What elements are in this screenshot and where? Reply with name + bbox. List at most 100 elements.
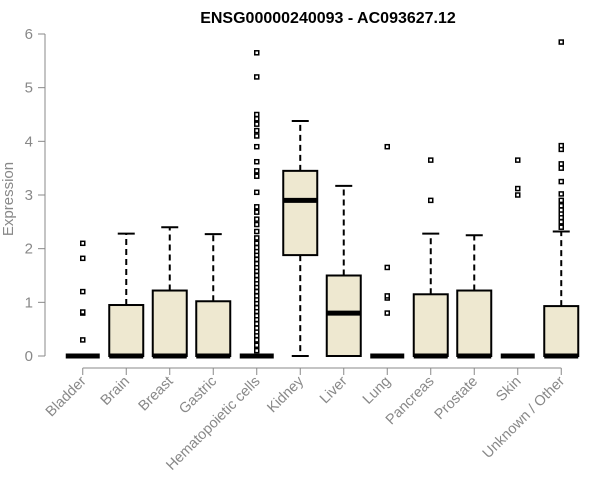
outlier-point bbox=[384, 264, 390, 271]
outlier-point bbox=[254, 221, 260, 228]
box-iqr bbox=[325, 274, 362, 357]
outlier-point bbox=[515, 192, 521, 198]
outlier-point bbox=[254, 209, 260, 215]
y-tick-label: 6 bbox=[25, 26, 33, 43]
outlier-point bbox=[254, 228, 260, 235]
box-group bbox=[412, 157, 449, 359]
outlier-point bbox=[254, 288, 260, 295]
outlier-point bbox=[254, 50, 260, 56]
x-tick-label: Prostate bbox=[432, 374, 481, 423]
box-iqr bbox=[282, 169, 319, 257]
box-group bbox=[456, 234, 493, 359]
outlier-point bbox=[558, 39, 564, 45]
box-series bbox=[65, 39, 580, 359]
outlier-point bbox=[515, 157, 521, 163]
outlier-point bbox=[254, 272, 260, 279]
box-group bbox=[239, 50, 274, 359]
y-tick-label: 3 bbox=[25, 187, 33, 204]
chart-title: ENSG00000240093 - AC093627.12 bbox=[200, 10, 456, 27]
box-group bbox=[151, 226, 188, 359]
outlier-point bbox=[254, 293, 260, 299]
outlier-point bbox=[254, 277, 260, 283]
box-group bbox=[370, 143, 405, 359]
outlier-point bbox=[254, 313, 260, 319]
outlier-point bbox=[428, 157, 434, 163]
outlier-point bbox=[254, 204, 260, 210]
outlier-point bbox=[254, 256, 260, 263]
outlier-point bbox=[558, 197, 564, 204]
y-tick-label: 1 bbox=[25, 294, 33, 311]
outlier-point bbox=[384, 310, 390, 316]
outlier-point bbox=[80, 309, 86, 315]
box-iqr bbox=[108, 304, 145, 357]
box-group bbox=[195, 233, 232, 359]
x-tick-label: Lung bbox=[360, 374, 394, 408]
outlier-point bbox=[254, 337, 260, 343]
outlier-point bbox=[254, 244, 260, 251]
outlier-point bbox=[254, 235, 260, 241]
outlier-point bbox=[558, 165, 564, 171]
y-tick-label: 2 bbox=[25, 241, 33, 258]
outlier-point bbox=[558, 178, 564, 185]
outlier-point bbox=[254, 116, 260, 122]
outlier-point bbox=[254, 189, 260, 196]
outlier-point bbox=[254, 143, 260, 150]
y-tick-label: 4 bbox=[25, 133, 33, 150]
outlier-point bbox=[254, 121, 260, 127]
outlier-point bbox=[515, 185, 521, 192]
outlier-point bbox=[254, 342, 260, 349]
outlier-point bbox=[254, 240, 260, 247]
x-tick-label: Bladder bbox=[43, 373, 90, 420]
outlier-point bbox=[558, 202, 564, 209]
box-group bbox=[108, 232, 145, 359]
box-iqr bbox=[195, 300, 232, 358]
box-group bbox=[282, 119, 319, 357]
outlier-point bbox=[558, 219, 564, 225]
box-iqr bbox=[543, 305, 580, 357]
outlier-point bbox=[254, 133, 260, 139]
outlier-point bbox=[254, 304, 260, 311]
box-group bbox=[543, 39, 580, 359]
box-iqr bbox=[151, 289, 188, 358]
y-tick-label: 5 bbox=[25, 80, 33, 97]
outlier-point bbox=[558, 224, 564, 230]
outlier-point bbox=[254, 158, 260, 165]
box-group bbox=[500, 157, 535, 359]
box-group bbox=[65, 240, 100, 359]
outlier-point bbox=[558, 142, 564, 149]
outlier-point bbox=[254, 321, 260, 327]
outlier-point bbox=[254, 111, 260, 118]
x-tick-label: Skin bbox=[493, 374, 524, 405]
outlier-point bbox=[254, 260, 260, 267]
outlier-point bbox=[254, 325, 260, 331]
y-tick-label: 0 bbox=[25, 348, 33, 365]
y-axis: 0 1 2 3 4 5 6 bbox=[25, 26, 46, 365]
box-iqr bbox=[412, 293, 449, 357]
x-tick-label: Brain bbox=[98, 374, 133, 409]
outlier-point bbox=[384, 293, 390, 299]
x-tick-label: Unknown / Other bbox=[480, 373, 568, 461]
outlier-point bbox=[80, 255, 86, 262]
x-tick-label: Liver bbox=[317, 373, 351, 407]
x-tick-label: Kidney bbox=[264, 373, 307, 416]
box-iqr bbox=[456, 289, 493, 358]
outlier-point bbox=[254, 127, 260, 134]
outlier-point bbox=[80, 240, 86, 247]
outlier-point bbox=[80, 337, 86, 343]
outlier-point bbox=[384, 143, 390, 150]
x-tick-label: Breast bbox=[136, 374, 177, 415]
x-tick-label: Pancreas bbox=[383, 374, 438, 429]
outlier-point bbox=[558, 207, 564, 213]
outlier-point bbox=[254, 347, 260, 354]
outlier-point bbox=[558, 191, 564, 197]
x-tick-label: Gastric bbox=[176, 374, 220, 418]
outlier-point bbox=[80, 288, 86, 295]
outlier-point bbox=[558, 161, 564, 167]
y-axis-label: Expression bbox=[0, 162, 17, 236]
outlier-point bbox=[254, 74, 260, 80]
box-group bbox=[325, 184, 362, 357]
outlier-point bbox=[428, 197, 434, 204]
outlier-point bbox=[254, 168, 260, 174]
